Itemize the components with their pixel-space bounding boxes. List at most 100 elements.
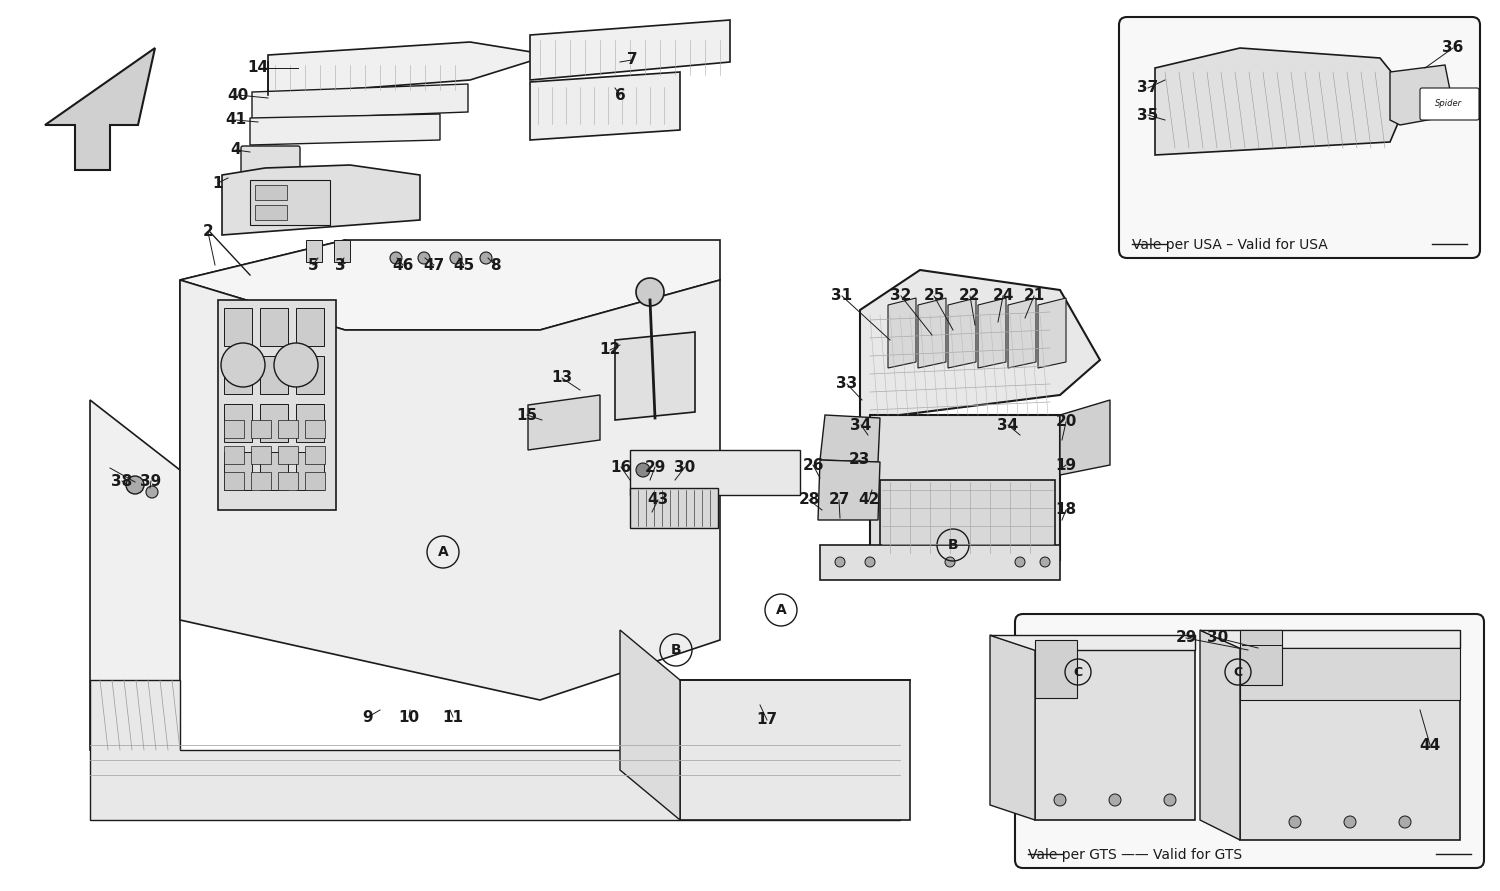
- Text: 34: 34: [850, 418, 871, 432]
- Text: 22: 22: [960, 289, 981, 304]
- Bar: [260, 308, 288, 346]
- Polygon shape: [1240, 648, 1460, 700]
- FancyBboxPatch shape: [242, 146, 300, 185]
- Polygon shape: [252, 84, 468, 120]
- Text: 46: 46: [393, 257, 414, 273]
- Text: 30: 30: [1208, 631, 1228, 645]
- Polygon shape: [821, 415, 880, 462]
- Circle shape: [1344, 816, 1356, 828]
- Circle shape: [336, 252, 348, 264]
- Bar: [224, 356, 252, 394]
- Polygon shape: [1038, 298, 1066, 368]
- Circle shape: [1054, 794, 1066, 806]
- Text: A: A: [776, 603, 786, 617]
- Text: 25: 25: [924, 289, 945, 304]
- Bar: [224, 452, 252, 490]
- Bar: [296, 356, 324, 394]
- Text: 18: 18: [1056, 503, 1077, 518]
- Polygon shape: [859, 270, 1100, 420]
- Circle shape: [274, 343, 318, 387]
- Text: 39: 39: [141, 473, 162, 488]
- Text: 26: 26: [802, 457, 824, 472]
- Text: 19: 19: [1056, 457, 1077, 472]
- Circle shape: [1400, 816, 1411, 828]
- Text: 9: 9: [363, 709, 374, 724]
- Polygon shape: [251, 114, 440, 145]
- Polygon shape: [821, 545, 1060, 580]
- Bar: [1240, 630, 1282, 685]
- Polygon shape: [1240, 648, 1460, 840]
- Circle shape: [636, 278, 664, 306]
- Polygon shape: [990, 635, 1196, 650]
- Polygon shape: [760, 750, 900, 820]
- Bar: [278, 446, 298, 464]
- Bar: [304, 420, 326, 438]
- Bar: [224, 446, 245, 464]
- Polygon shape: [918, 298, 946, 368]
- Bar: [260, 452, 288, 490]
- Polygon shape: [530, 72, 680, 140]
- Text: 13: 13: [552, 371, 573, 386]
- Text: 10: 10: [399, 709, 420, 724]
- Circle shape: [390, 252, 402, 264]
- Bar: [255, 185, 286, 200]
- Circle shape: [1040, 557, 1050, 567]
- Text: 6: 6: [615, 87, 626, 102]
- Circle shape: [865, 557, 874, 567]
- Text: 21: 21: [1023, 289, 1044, 304]
- Polygon shape: [180, 280, 720, 700]
- Text: B: B: [670, 643, 681, 657]
- Text: 16: 16: [610, 460, 632, 475]
- Polygon shape: [90, 680, 760, 820]
- Bar: [296, 308, 324, 346]
- Bar: [306, 240, 322, 262]
- Bar: [260, 404, 288, 442]
- Circle shape: [1016, 557, 1025, 567]
- Text: 23: 23: [849, 453, 870, 468]
- FancyBboxPatch shape: [1420, 88, 1479, 120]
- FancyBboxPatch shape: [1119, 17, 1480, 258]
- Polygon shape: [870, 415, 1060, 560]
- Text: 20: 20: [1056, 414, 1077, 429]
- Circle shape: [126, 476, 144, 494]
- Text: 43: 43: [648, 493, 669, 508]
- Polygon shape: [888, 298, 916, 368]
- Polygon shape: [530, 20, 730, 80]
- Bar: [278, 420, 298, 438]
- Text: 44: 44: [1419, 738, 1440, 753]
- Text: 47: 47: [423, 257, 444, 273]
- Bar: [278, 472, 298, 490]
- Text: Vale per USA – Valid for USA: Vale per USA – Valid for USA: [1132, 238, 1328, 252]
- Polygon shape: [630, 450, 800, 495]
- Text: 32: 32: [891, 289, 912, 304]
- Circle shape: [419, 252, 430, 264]
- Text: 36: 36: [1443, 40, 1464, 55]
- Bar: [251, 180, 330, 225]
- Text: 34: 34: [998, 418, 1018, 432]
- Bar: [630, 488, 718, 528]
- FancyBboxPatch shape: [1016, 614, 1484, 868]
- Text: C: C: [1074, 666, 1083, 679]
- Text: 29: 29: [645, 460, 666, 475]
- Circle shape: [450, 252, 462, 264]
- Circle shape: [836, 557, 844, 567]
- Text: 30: 30: [675, 460, 696, 475]
- Bar: [260, 356, 288, 394]
- Text: B: B: [948, 538, 958, 552]
- Text: 17: 17: [756, 713, 777, 727]
- Bar: [296, 404, 324, 442]
- Text: C: C: [1233, 666, 1242, 679]
- Bar: [1035, 640, 1077, 698]
- Text: 12: 12: [600, 342, 621, 357]
- Bar: [251, 472, 272, 490]
- Text: 27: 27: [828, 493, 849, 508]
- Polygon shape: [268, 42, 550, 95]
- Bar: [251, 420, 272, 438]
- Text: 42: 42: [858, 493, 879, 508]
- Circle shape: [220, 343, 266, 387]
- Text: 38: 38: [111, 473, 132, 488]
- Polygon shape: [180, 240, 720, 330]
- Text: 41: 41: [225, 112, 246, 127]
- Polygon shape: [818, 460, 880, 520]
- Circle shape: [480, 252, 492, 264]
